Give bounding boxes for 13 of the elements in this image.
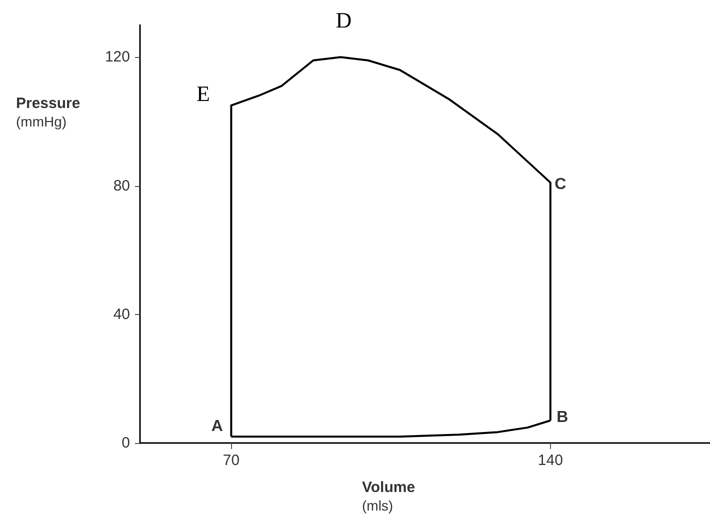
- y-tick-label: 0: [122, 434, 130, 452]
- x-tick-label: 140: [538, 452, 563, 469]
- x-axis-title: Volume (mls): [362, 479, 416, 514]
- x-tick-label: 70: [222, 452, 240, 469]
- annotation: E: [196, 80, 210, 106]
- y-tick-label: 80: [113, 177, 130, 194]
- annotation: A: [211, 418, 224, 436]
- annotation: B: [556, 408, 568, 426]
- annotation: C: [554, 176, 567, 194]
- y-tick-label: 40: [113, 306, 130, 323]
- y-tick-label: 120: [104, 48, 130, 66]
- annotation: D: [336, 8, 352, 33]
- y-axis-title: Pressure (mmHg): [16, 95, 80, 130]
